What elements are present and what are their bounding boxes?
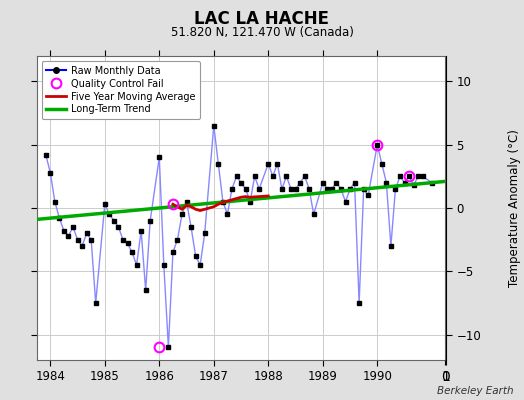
Text: Berkeley Earth: Berkeley Earth xyxy=(437,386,514,396)
Legend: Raw Monthly Data, Quality Control Fail, Five Year Moving Average, Long-Term Tren: Raw Monthly Data, Quality Control Fail, … xyxy=(41,61,200,119)
Text: Temperature Anomaly (°C): Temperature Anomaly (°C) xyxy=(508,129,521,287)
Text: LAC LA HACHE: LAC LA HACHE xyxy=(194,10,330,28)
Text: 51.820 N, 121.470 W (Canada): 51.820 N, 121.470 W (Canada) xyxy=(171,26,353,39)
